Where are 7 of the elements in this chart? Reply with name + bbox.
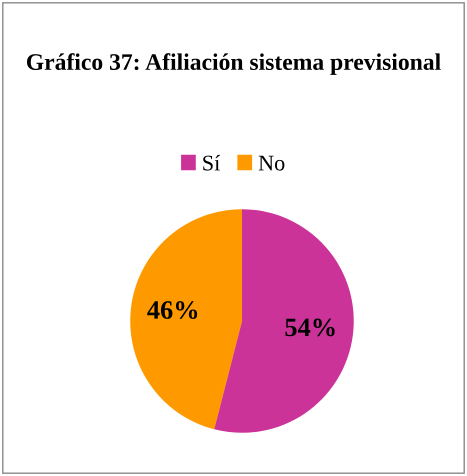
- data-label: 46%: [147, 301, 198, 320]
- legend-label: No: [258, 156, 284, 171]
- pie-slice: [130, 209, 242, 430]
- data-label: 54%: [285, 318, 335, 336]
- legend-label: Sí: [203, 154, 220, 171]
- pie-slice: [214, 209, 354, 433]
- chart-title: Gráfico 37: Afiliación sistema previsional: [26, 53, 441, 75]
